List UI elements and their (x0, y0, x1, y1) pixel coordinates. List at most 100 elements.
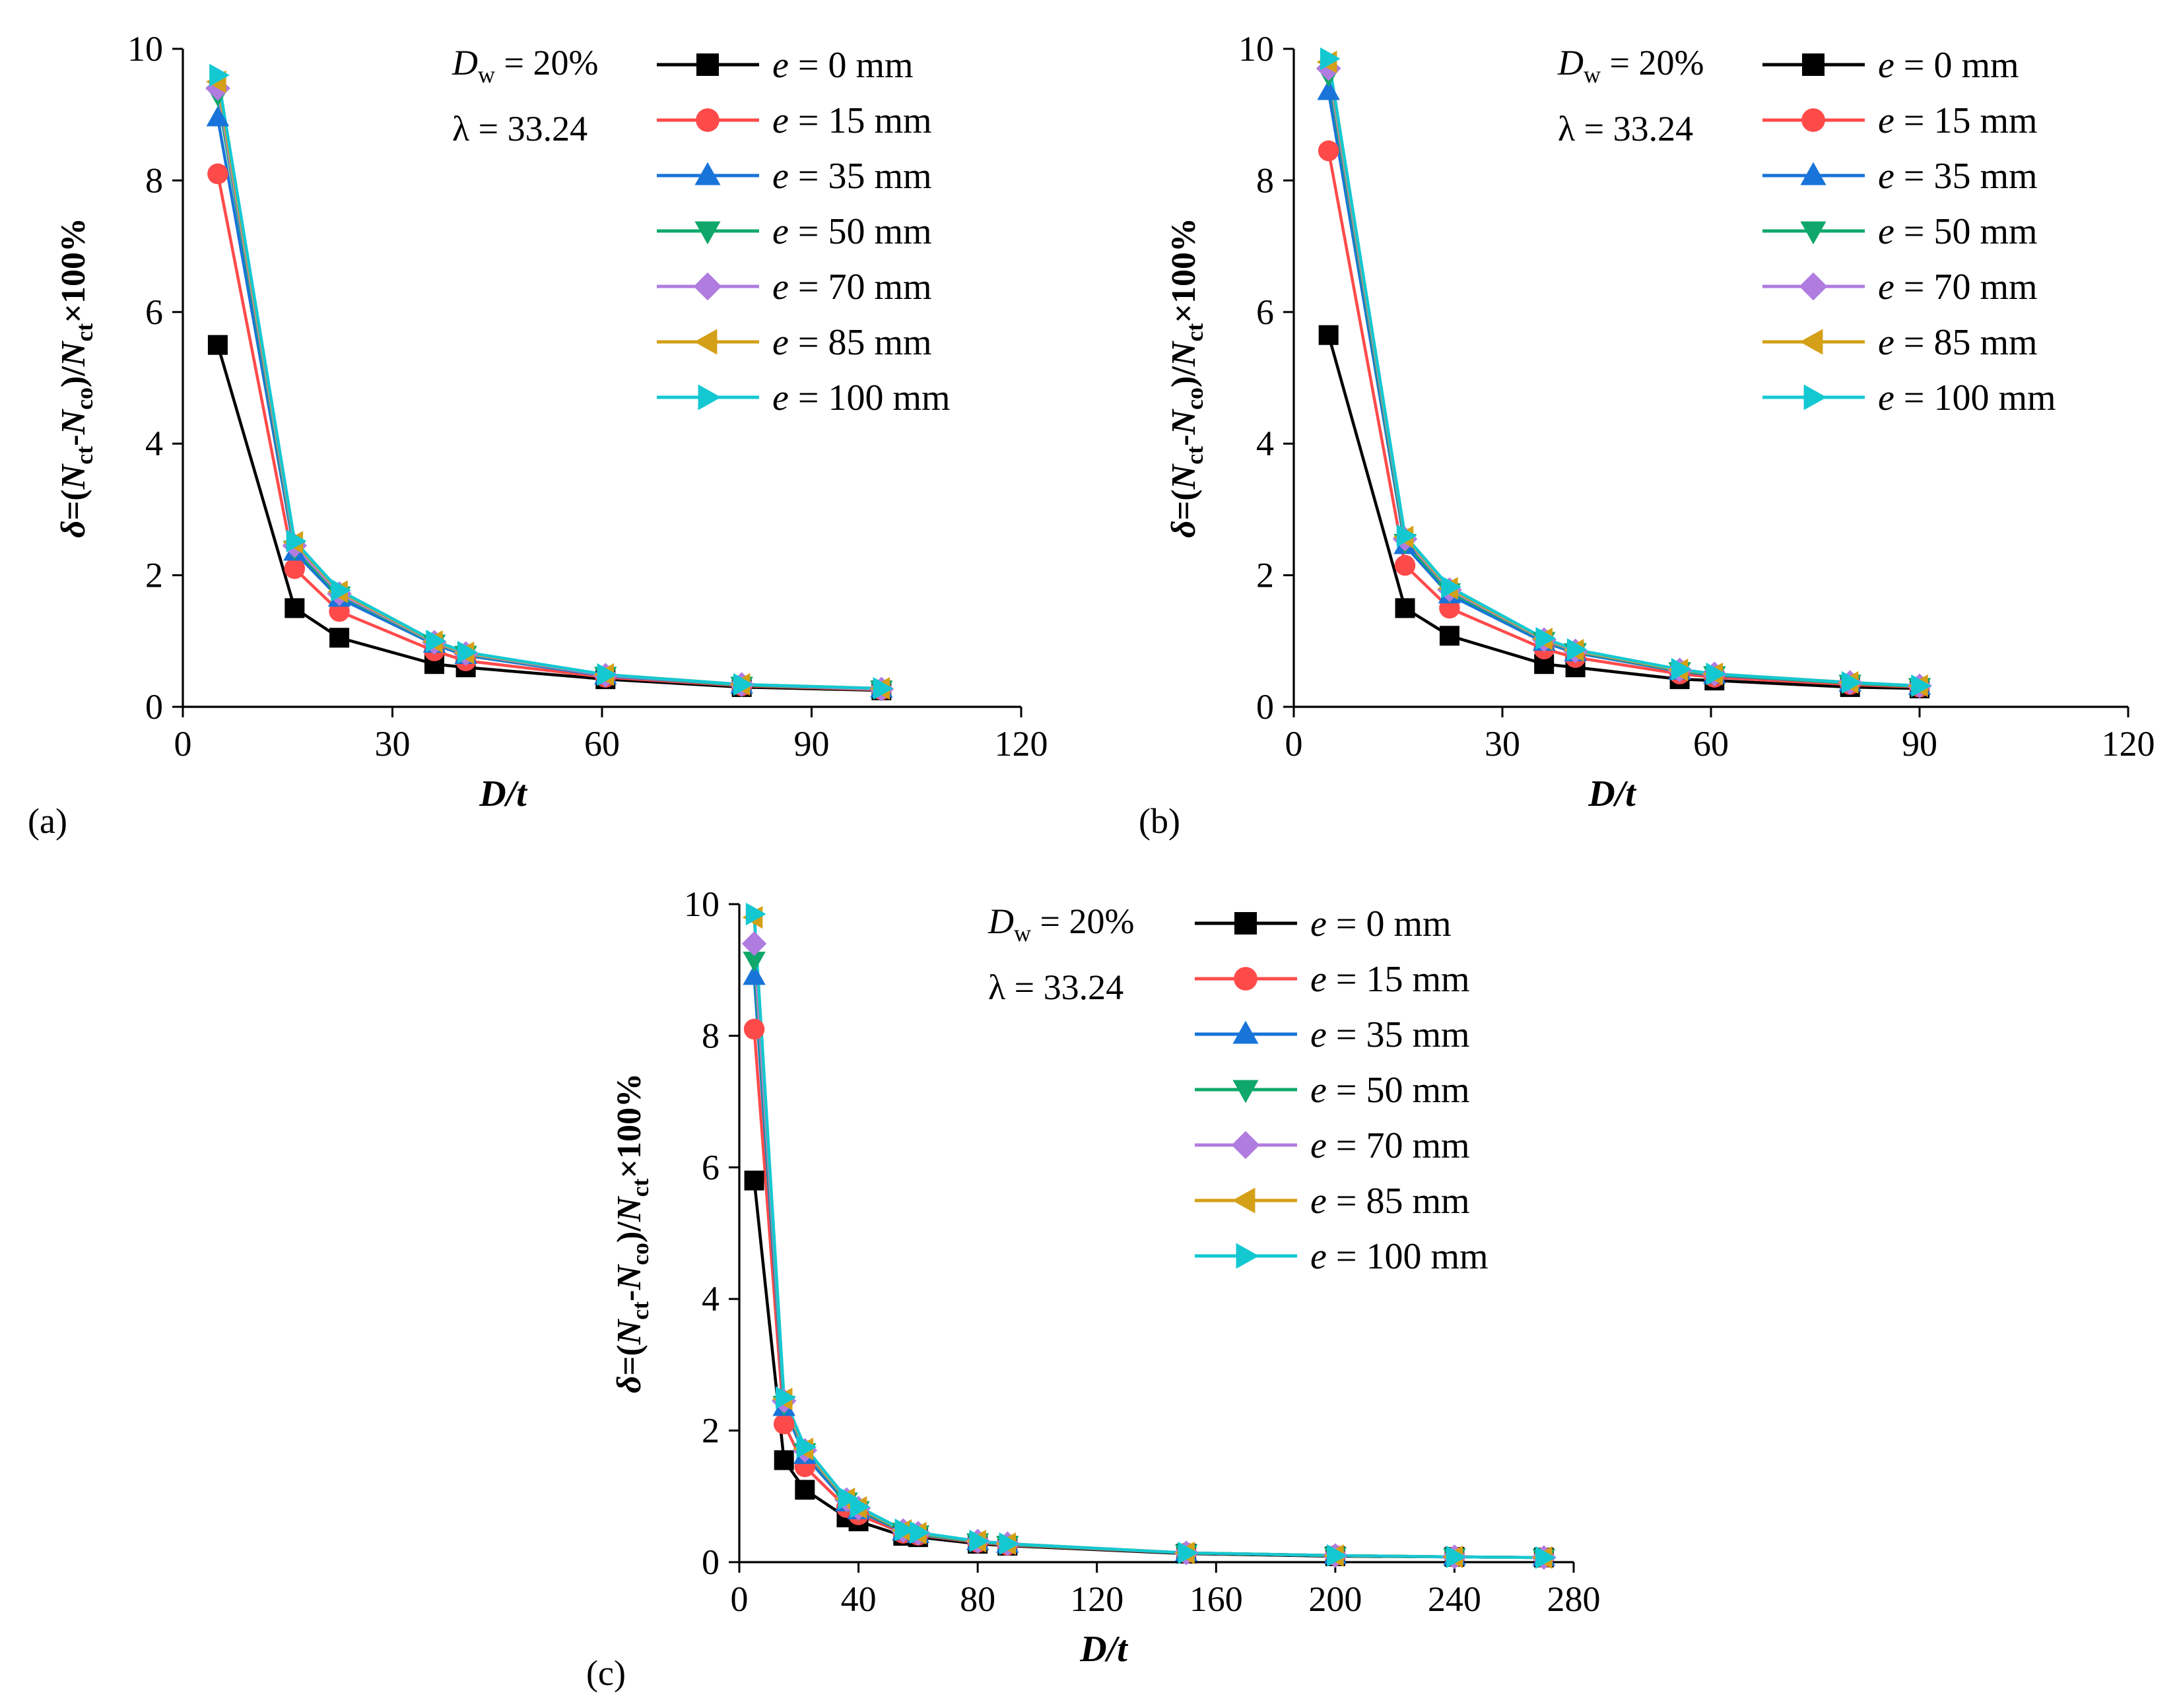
data-point-e100 (873, 676, 894, 700)
legend-label-e: e (1310, 1070, 1327, 1111)
legend-label-e: e (1878, 100, 1894, 141)
legend-marker-e85 (1799, 329, 1823, 355)
x-tick-label: 60 (1693, 724, 1729, 764)
legend-label-e50: e = 50 mm (1878, 211, 2038, 252)
legend-label-value: = 70 mm (789, 267, 932, 308)
panel-label: (a) (28, 801, 67, 841)
legend-label-value: = 85 mm (1327, 1181, 1470, 1222)
legend: e = 0 mme = 15 mme = 35 mme = 50 mme = 7… (1762, 45, 2056, 418)
legend-label-e: e (772, 378, 789, 418)
legend-label-e: e (772, 156, 789, 197)
data-point-e100 (910, 1521, 930, 1544)
legend-label-e: e (1310, 1125, 1327, 1166)
x-tick-label: 160 (1189, 1579, 1243, 1619)
legend-label-e15: e = 15 mm (772, 100, 932, 141)
annotation-dw: Dw = 20% (452, 43, 598, 88)
legend-marker-e15 (1801, 108, 1825, 132)
data-point-e15 (743, 1018, 765, 1040)
legend-marker-e100 (1236, 1243, 1259, 1269)
legend-marker-e0 (1234, 912, 1257, 935)
data-point-e35 (743, 964, 766, 985)
data-point-e100 (331, 579, 352, 602)
legend-label-e50: e = 50 mm (1310, 1070, 1470, 1111)
data-point-e100 (775, 1386, 796, 1409)
legend-label-value: = 15 mm (1894, 100, 2038, 141)
legend-label-value: = 85 mm (789, 322, 932, 363)
x-axis-label: D/t (479, 773, 527, 814)
legend-label-e: e (1310, 1014, 1327, 1055)
legend-label-e: e (772, 322, 789, 363)
series-line-e35 (1327, 91, 1920, 688)
data-point-e0 (285, 598, 305, 618)
y-tick-label: 0 (702, 1542, 720, 1582)
legend-label-e35: e = 35 mm (772, 156, 932, 197)
y-label-delta: δ (55, 520, 92, 538)
y-tick-label: 6 (145, 292, 163, 332)
annotation-lambda: λ = 33.24 (1558, 109, 1693, 148)
legend-label-e: e (1878, 378, 1894, 418)
legend-label-e15: e = 15 mm (1878, 100, 2038, 141)
legend-label-e35: e = 35 mm (1310, 1014, 1470, 1055)
series-line-e70 (1327, 68, 1920, 688)
data-point-e100 (796, 1435, 817, 1459)
legend-label-e0: e = 0 mm (1878, 45, 2019, 86)
data-point-e100 (457, 640, 478, 664)
data-point-e100 (426, 630, 446, 653)
annotation-part: = 20% (495, 43, 598, 82)
legend-label-value: = 0 mm (789, 45, 914, 86)
legend-label-value: = 70 mm (1894, 267, 2038, 308)
x-tick-label: 120 (1070, 1579, 1123, 1619)
x-tick-label: 60 (584, 724, 620, 764)
x-tick-label: 240 (1428, 1579, 1481, 1619)
y-label-part: ×100% (55, 218, 92, 323)
data-point-e100 (969, 1529, 990, 1553)
data-point-e35 (206, 106, 230, 127)
data-point-e100 (838, 1487, 859, 1510)
series-line-e85 (1327, 61, 1920, 688)
legend-label-e: e (772, 100, 789, 141)
annotation-part: D (1557, 43, 1584, 82)
legend-label-value: = 100 mm (789, 378, 951, 418)
y-label-part: )/ (1165, 366, 1203, 387)
y-label-subscript: co (1182, 387, 1208, 410)
x-tick-label: 0 (731, 1579, 749, 1619)
legend-label-value: = 50 mm (789, 211, 932, 252)
data-point-e100 (1566, 638, 1588, 661)
legend-marker-e70 (1799, 272, 1828, 301)
legend-label-e: e (772, 211, 789, 252)
y-label-part: N (611, 1264, 648, 1291)
legend-marker-e50 (1232, 1080, 1259, 1103)
y-label-part: N (55, 463, 92, 490)
legend-label-e85: e = 85 mm (772, 322, 932, 363)
legend: e = 0 mme = 15 mme = 35 mme = 50 mme = 7… (1195, 903, 1489, 1277)
x-tick-label: 80 (960, 1579, 995, 1619)
y-label-part: N (611, 1318, 648, 1345)
y-label-subscript: ct (627, 1301, 653, 1320)
legend-label-e: e (772, 45, 789, 86)
x-tick-label: 90 (1902, 724, 1937, 764)
x-tick-label: 200 (1308, 1579, 1362, 1619)
legend-label-e50: e = 50 mm (772, 211, 932, 252)
data-point-e100 (1535, 627, 1557, 650)
data-point-e100 (1706, 662, 1727, 686)
series-line-e0 (1327, 335, 1920, 690)
y-label-subscript: ct (627, 1179, 653, 1197)
legend-label-e: e (1878, 322, 1894, 363)
legend-label-e0: e = 0 mm (1310, 903, 1452, 944)
y-axis-label: δ=(Nct-Nco)/Nct×100% (55, 218, 98, 538)
legend: e = 0 mme = 15 mme = 35 mme = 50 mme = 7… (657, 45, 951, 418)
data-point-e0 (207, 335, 228, 355)
data-point-e100 (1446, 1545, 1467, 1569)
legend-marker-e70 (693, 272, 722, 301)
legend-marker-e15 (696, 108, 720, 132)
x-tick-label: 90 (794, 724, 830, 764)
y-label-subscript: ct (1182, 446, 1208, 465)
panel-label: (b) (1139, 801, 1180, 841)
data-point-e100 (733, 673, 754, 696)
y-label-delta: δ (1165, 520, 1203, 538)
y-tick-label: 10 (127, 29, 163, 69)
data-point-e100 (597, 663, 618, 686)
annotation-subscript: w (1014, 920, 1031, 946)
y-label-part: )/ (55, 366, 92, 387)
